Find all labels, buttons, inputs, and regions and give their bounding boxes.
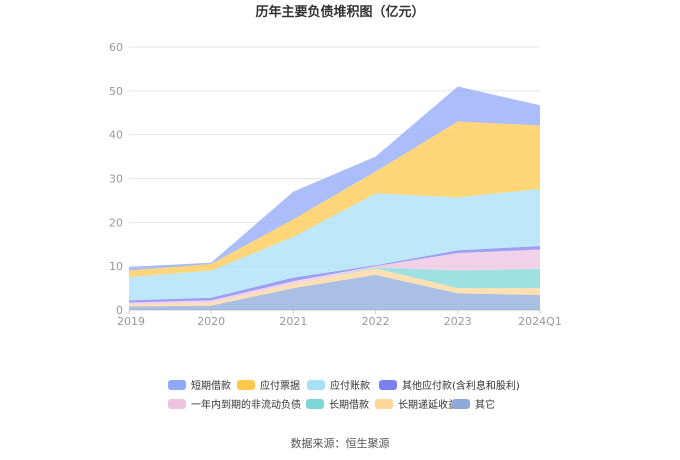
x-tick-label: 2023 <box>444 315 472 328</box>
y-tick-label: 0 <box>116 304 123 317</box>
legend-label: 其它 <box>475 398 495 411</box>
y-tick-label: 10 <box>109 260 123 273</box>
y-tick-label: 60 <box>109 41 123 54</box>
legend-label: 长期递延收益 <box>398 398 458 411</box>
legend-swatch <box>168 399 186 409</box>
x-axis: 2019 2020 2021 2022 2023 2024Q1 <box>117 310 562 328</box>
legend-swatch <box>452 399 470 409</box>
legend-swatch <box>307 380 325 390</box>
area-series <box>129 86 540 271</box>
legend-label: 长期借款 <box>329 398 369 411</box>
area-series <box>129 249 540 305</box>
series-areas <box>129 86 540 310</box>
x-tick-label: 2020 <box>197 315 225 328</box>
y-tick-label: 20 <box>109 216 123 229</box>
legend-swatch <box>306 399 324 409</box>
legend: 短期借款 应付票据 应付账款 其他应付款(含利息和股利) 一年内到期的非流动负债 长期借款… <box>168 379 520 411</box>
legend-label: 其他应付款(含利息和股利) <box>402 379 520 392</box>
y-tick-label: 50 <box>109 85 123 98</box>
legend-swatch <box>375 399 393 409</box>
x-tick-label: 2019 <box>117 315 145 328</box>
legend-swatch <box>168 380 186 390</box>
legend-label: 应付票据 <box>260 379 300 392</box>
chart-title: 历年主要负债堆积图（亿元） <box>255 4 424 20</box>
legend-label: 应付账款 <box>330 379 370 392</box>
area-series <box>129 267 540 305</box>
y-axis: 0 10 20 30 40 50 60 <box>109 41 123 317</box>
y-tick-label: 40 <box>109 129 123 142</box>
area-series <box>129 121 540 278</box>
x-tick-label: 2021 <box>279 315 307 328</box>
y-tick-label: 30 <box>109 173 123 186</box>
x-tick-label: 2024Q1 <box>518 315 562 328</box>
area-series <box>129 189 540 301</box>
x-tick-label: 2022 <box>362 315 390 328</box>
legend-label: 一年内到期的非流动负债 <box>191 398 301 411</box>
legend-label: 短期借款 <box>191 379 231 392</box>
source-text: 数据来源：恒生聚源 <box>291 436 390 450</box>
legend-swatch <box>237 380 255 390</box>
legend-swatch <box>379 380 397 390</box>
